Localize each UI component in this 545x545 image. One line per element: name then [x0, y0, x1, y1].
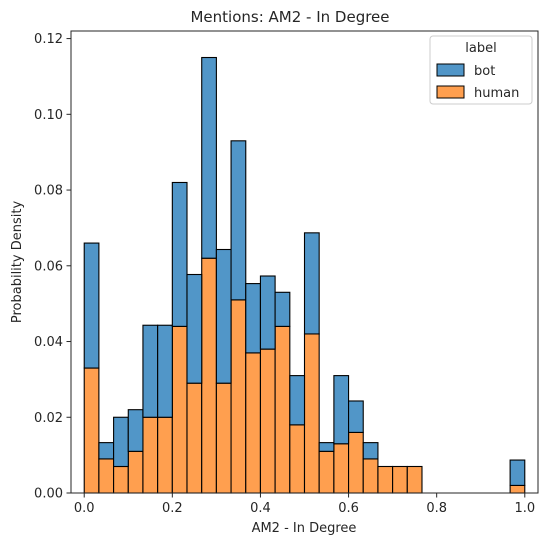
bar-bot-8	[201, 56, 217, 259]
bar-bot-7	[186, 273, 203, 384]
bar-human-14	[289, 424, 306, 494]
bar-human-11	[245, 352, 261, 494]
x-tick-label: 0.2	[162, 501, 183, 516]
x-tick-label: 1.0	[514, 501, 535, 516]
chart-title: Mentions: AM2 - In Degree	[190, 8, 389, 26]
y-tick-label: 0.00	[34, 487, 63, 502]
bar-human-0	[83, 367, 100, 494]
bar-human-20	[377, 465, 394, 494]
bar-human-15	[303, 333, 320, 494]
bar-human-10	[230, 299, 247, 494]
bar-human-13	[274, 325, 291, 494]
bar-bot-1	[98, 442, 115, 460]
bar-bot-5	[157, 324, 173, 418]
bar-human-3	[127, 450, 144, 494]
bar-human-7	[186, 382, 203, 494]
bar-bot-2	[113, 416, 129, 468]
bar-human-1	[98, 458, 115, 494]
bar-bot-16	[318, 442, 335, 452]
legend-swatch-human	[436, 85, 465, 99]
bar-human-22	[406, 465, 423, 494]
bar-bot-9	[215, 248, 232, 384]
bar-human-9	[215, 382, 232, 494]
bar-bot-6	[171, 181, 188, 327]
bar-bot-13	[274, 291, 291, 327]
bar-human-19	[362, 458, 379, 494]
y-tick-label: 0.12	[34, 32, 63, 47]
legend-entries: bot human	[436, 63, 519, 101]
bar-bot-0	[83, 242, 100, 369]
bar-bot-29	[509, 459, 526, 486]
y-tick-label: 0.10	[34, 108, 63, 123]
x-tick-label: 0.0	[74, 501, 95, 516]
bar-human-29	[509, 484, 526, 494]
bar-human-17	[333, 443, 350, 494]
bar-bot-12	[259, 275, 276, 350]
y-axis-label: Probability Density	[10, 201, 25, 324]
bar-human-5	[157, 416, 173, 494]
bar-human-12	[259, 348, 276, 494]
bar-human-6	[171, 325, 188, 494]
y-axis: 0.00 0.02 0.04 0.06 0.08 0.10 0.12	[34, 32, 71, 502]
bars-layer	[83, 56, 526, 494]
legend-swatch-bot	[436, 63, 465, 77]
bar-bot-14	[289, 375, 306, 426]
bar-bot-19	[362, 442, 379, 460]
x-tick-label: 0.4	[250, 501, 271, 516]
bar-bot-11	[245, 283, 261, 354]
bar-human-21	[392, 465, 408, 494]
bar-human-16	[318, 450, 335, 494]
legend-label-bot: bot	[474, 64, 495, 79]
legend-label-human: human	[474, 86, 519, 101]
bar-human-2	[113, 465, 129, 494]
legend: label bot human	[429, 35, 533, 105]
x-tick-label: 0.8	[426, 501, 447, 516]
y-tick-label: 0.08	[34, 184, 63, 199]
bar-human-4	[142, 416, 159, 494]
bar-bot-4	[142, 324, 159, 418]
y-tick-label: 0.04	[34, 335, 63, 350]
plot-frame	[70, 30, 539, 494]
bar-bot-17	[333, 375, 350, 445]
bar-bot-3	[127, 409, 144, 452]
x-axis: 0.0 0.2 0.4 0.6 0.8 1.0	[74, 493, 535, 516]
x-axis-label: AM2 - In Degree	[252, 521, 357, 536]
legend-title: label	[465, 41, 496, 56]
bar-human-8	[201, 257, 217, 494]
bar-human-18	[348, 431, 364, 494]
bar-bot-10	[230, 140, 247, 301]
bar-bot-15	[303, 232, 320, 335]
y-tick-label: 0.02	[34, 411, 63, 426]
x-tick-label: 0.6	[338, 501, 359, 516]
bar-bot-18	[348, 400, 364, 433]
y-tick-label: 0.06	[34, 259, 63, 274]
